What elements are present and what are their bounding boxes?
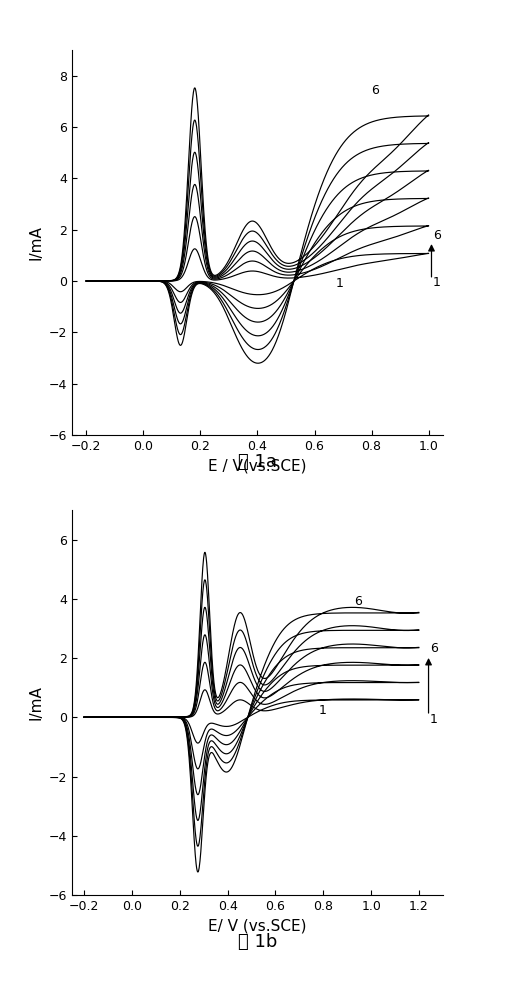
X-axis label: E / V(vs.SCE): E / V(vs.SCE) — [208, 458, 307, 473]
Text: 6: 6 — [372, 84, 380, 97]
Y-axis label: I/mA: I/mA — [28, 685, 43, 720]
Text: 图 1a: 图 1a — [238, 453, 277, 471]
Text: 1: 1 — [430, 713, 438, 726]
Text: 1: 1 — [433, 276, 441, 289]
Y-axis label: I/mA: I/mA — [28, 225, 43, 260]
Text: 6: 6 — [433, 229, 441, 242]
Text: 6: 6 — [430, 642, 438, 655]
Text: 6: 6 — [354, 595, 362, 608]
X-axis label: E/ V (vs.SCE): E/ V (vs.SCE) — [208, 918, 307, 933]
Text: 图 1b: 图 1b — [238, 933, 277, 951]
Text: 1: 1 — [336, 277, 344, 290]
Text: 1: 1 — [318, 704, 327, 717]
